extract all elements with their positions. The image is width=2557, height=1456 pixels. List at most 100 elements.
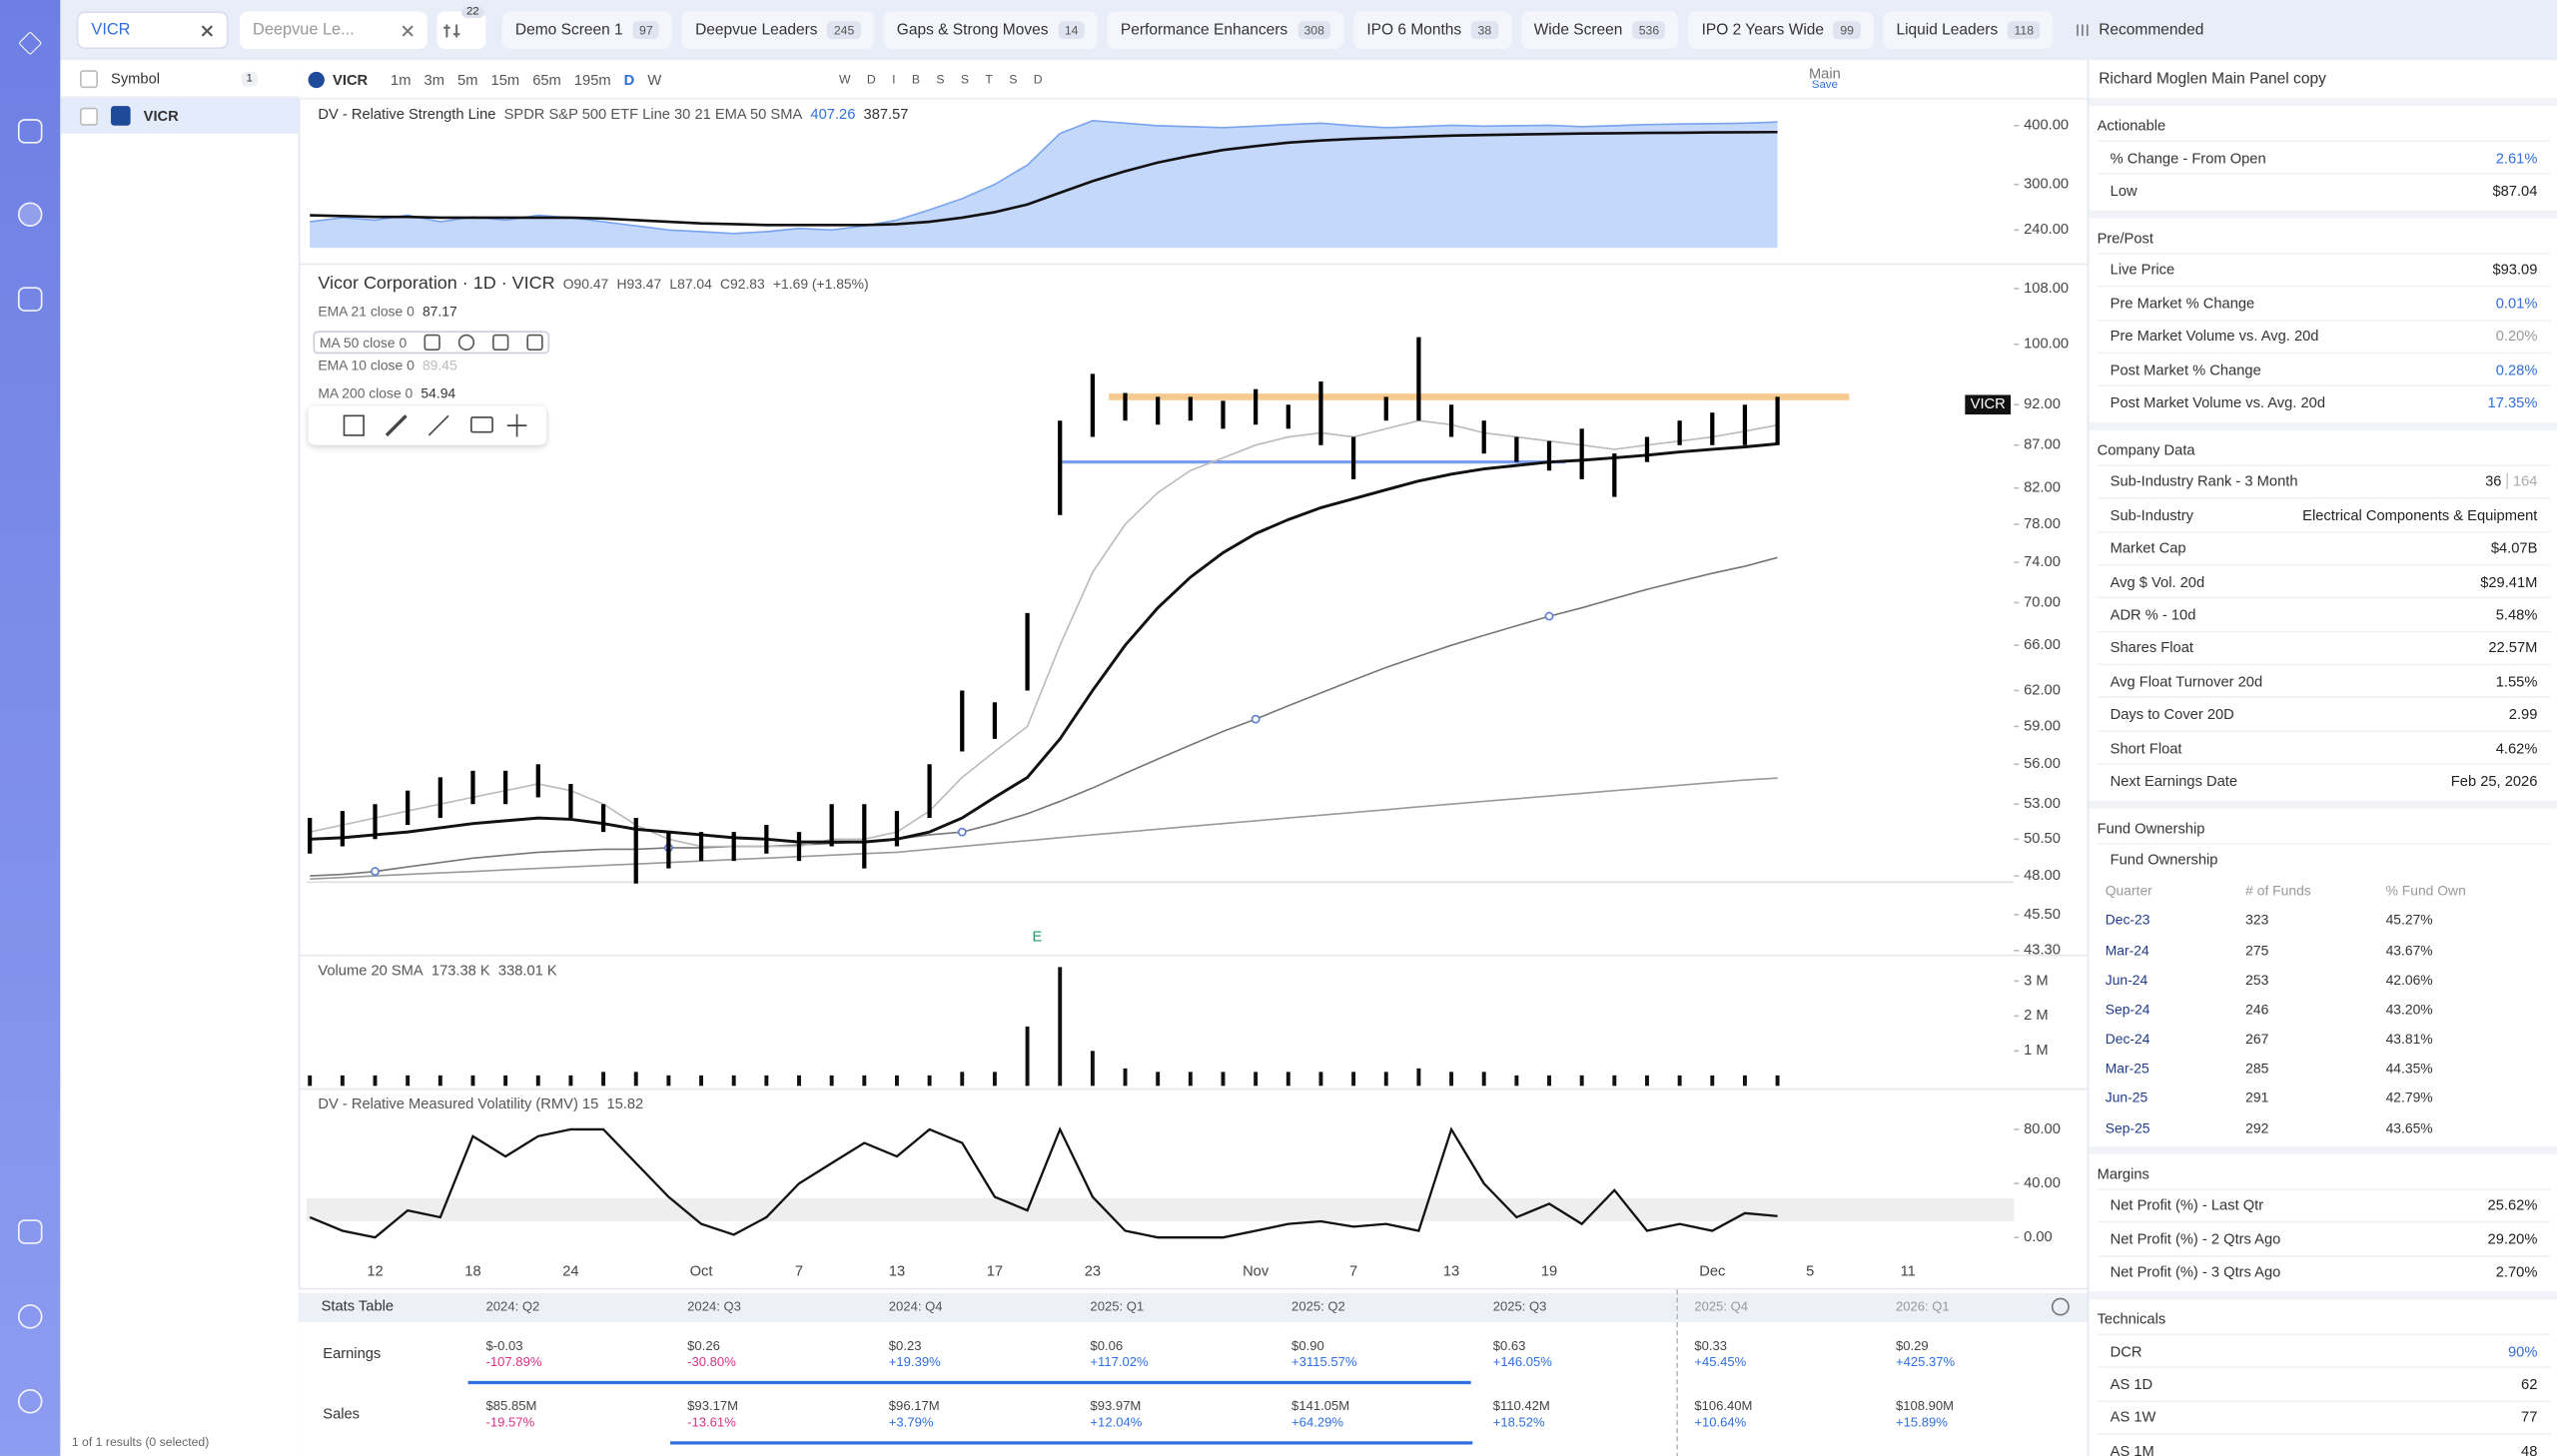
panel-row: Net Profit (%) - 2 Qtrs Ago 29.20% [2097, 1221, 2551, 1254]
quarter: 2024: Q4 [888, 1299, 943, 1314]
indicator-row[interactable]: EMA 21 close 0 87.17 [318, 304, 456, 320]
screen-count: 308 [1296, 21, 1331, 40]
indicator-row[interactable]: MA 200 close 0 54.94 [318, 384, 455, 400]
interval[interactable]: 5m [457, 71, 478, 88]
watchlist-row[interactable]: VICR [60, 97, 299, 134]
volume-legend: Volume 20 SMA 173.38 K 338.01 K [318, 962, 565, 978]
clear-icon[interactable] [201, 24, 214, 37]
watchlist-tab[interactable]: Deepvue Le... [239, 11, 427, 49]
screen-tab[interactable]: Wide Screen 536 [1520, 11, 1679, 49]
nav-icon[interactable] [17, 119, 43, 144]
indicator-name: MA 200 close 0 [318, 384, 414, 401]
cell-change: +45.45% [1694, 1354, 1747, 1370]
cross-tool[interactable] [506, 413, 527, 437]
indicator-action[interactable] [425, 334, 441, 351]
value: 62 [2521, 1375, 2538, 1393]
screen-tab[interactable]: Performance Enhancers 308 [1107, 11, 1344, 49]
x-tick-label: 13 [889, 1263, 905, 1279]
filter-button[interactable]: 22 [436, 6, 486, 49]
panel-section: Fund Ownership Fund Ownership Quarter # of … [2089, 808, 2557, 1146]
checkbox[interactable] [79, 106, 98, 125]
fund-cell: Mar-25 [2105, 1060, 2149, 1077]
range[interactable]: S [960, 71, 970, 87]
note-tool[interactable] [470, 416, 493, 433]
indicator-action[interactable] [492, 334, 510, 351]
ohlc: H93.47 [616, 275, 662, 293]
interval[interactable]: 1m [391, 71, 412, 88]
watchlist-rows: VICR [60, 97, 299, 134]
close-icon[interactable] [402, 24, 415, 37]
range[interactable]: B [911, 71, 921, 87]
screen-tab[interactable]: Gaps & Strong Moves 14 [883, 11, 1099, 49]
screen-name: Demo Screen 1 [514, 21, 623, 40]
layout-select[interactable]: Main Save [1809, 65, 1841, 92]
indicator-row[interactable]: EMA 10 close 0 89.45 [318, 358, 456, 373]
interval[interactable]: 195m [573, 71, 611, 88]
nav-icon[interactable] [17, 202, 43, 227]
panel-section: Pre/Post Live Price $93.09 Pre Market % Cha… [2089, 218, 2557, 422]
panel-row: Avg $ Vol. 20d $29.41M [2097, 563, 2551, 597]
indicator-action[interactable] [458, 334, 475, 351]
range[interactable]: I [892, 71, 896, 87]
view-select[interactable]: Recommended [2076, 21, 2203, 39]
interval[interactable]: D [623, 71, 635, 88]
interval[interactable]: W [647, 71, 662, 88]
fund-cell: Jun-25 [2105, 1090, 2148, 1106]
rect-tool[interactable] [343, 414, 365, 436]
range[interactable]: D [866, 71, 876, 87]
tab-text: Deepvue Le... [253, 21, 355, 40]
y-tick-label: 240.00 [2024, 222, 2069, 238]
range[interactable]: S [936, 71, 945, 87]
range[interactable]: W [839, 71, 851, 87]
range[interactable]: S [1009, 71, 1018, 87]
nav-icon[interactable] [17, 1304, 43, 1329]
nav-icon[interactable] [17, 1389, 43, 1414]
chart-area: 400.00 300.00 240.00 108.00 100.00 92.00 87.00… [298, 98, 2088, 1288]
section-subtitle[interactable]: Fund Ownership [2097, 842, 2551, 875]
brush-tool[interactable] [385, 414, 408, 437]
legend-title: DV - Relative Strength Line [318, 106, 496, 123]
interval[interactable]: 65m [532, 71, 561, 88]
screen-tab[interactable]: Liquid Leaders 118 [1883, 11, 2054, 49]
row-label: AS 1M [2110, 1442, 2154, 1456]
indicator-row[interactable]: MA 50 close 0 [313, 330, 550, 354]
column-header: % Fund Own [2385, 882, 2466, 899]
range[interactable]: D [1033, 71, 1043, 87]
legend-value: 15.82 [606, 1095, 644, 1112]
screen-tab[interactable]: IPO 6 Months 38 [1353, 11, 1511, 49]
y-tick-label: 62.00 [2024, 682, 2061, 698]
nav-icon[interactable] [17, 1219, 43, 1244]
symbol: VICR [143, 107, 179, 125]
price-change: +1.69 (+1.85%) [772, 275, 869, 293]
screen-tab[interactable]: Demo Screen 1 97 [501, 11, 673, 49]
legend-title: Volume 20 SMA [318, 962, 424, 979]
checkbox[interactable] [79, 69, 98, 88]
toolbar-symbol[interactable]: VICR [333, 71, 369, 88]
interval[interactable]: 3m [424, 71, 444, 88]
x-tick-label: 7 [795, 1263, 803, 1279]
save-label[interactable]: Save [1811, 79, 1838, 91]
cell-value: $110.42M [1492, 1398, 1550, 1414]
search-box[interactable]: VICR [76, 11, 229, 49]
panel-title[interactable]: Richard Moglen Main Panel copy [2099, 70, 2326, 89]
screen-tab[interactable]: IPO 2 Years Wide 99 [1688, 11, 1874, 49]
screen-tab[interactable]: Deepvue Leaders 245 [682, 11, 874, 49]
row-label: Net Profit (%) - 3 Qtrs Ago [2110, 1263, 2281, 1280]
settings-icon[interactable] [2051, 1297, 2070, 1316]
y-tick-label: 70.00 [2024, 594, 2061, 610]
screen-count: 97 [632, 21, 660, 40]
indicator-action[interactable] [526, 334, 544, 351]
y-tick-label: 0.00 [2024, 1229, 2053, 1245]
row-value: 29.20% [2488, 1230, 2538, 1246]
interval[interactable]: 15m [490, 71, 520, 88]
legend-value: 173.38 K [430, 962, 490, 979]
quarter: 2024: Q3 [687, 1299, 741, 1314]
line-tool[interactable] [427, 414, 449, 436]
nav-icon[interactable] [17, 287, 43, 312]
view-icon [2077, 24, 2089, 36]
y-tick-label: 66.00 [2024, 637, 2061, 653]
y-tick-label: 2 M [2024, 1008, 2048, 1024]
range[interactable]: T [985, 71, 993, 87]
filter-icon [443, 23, 460, 37]
